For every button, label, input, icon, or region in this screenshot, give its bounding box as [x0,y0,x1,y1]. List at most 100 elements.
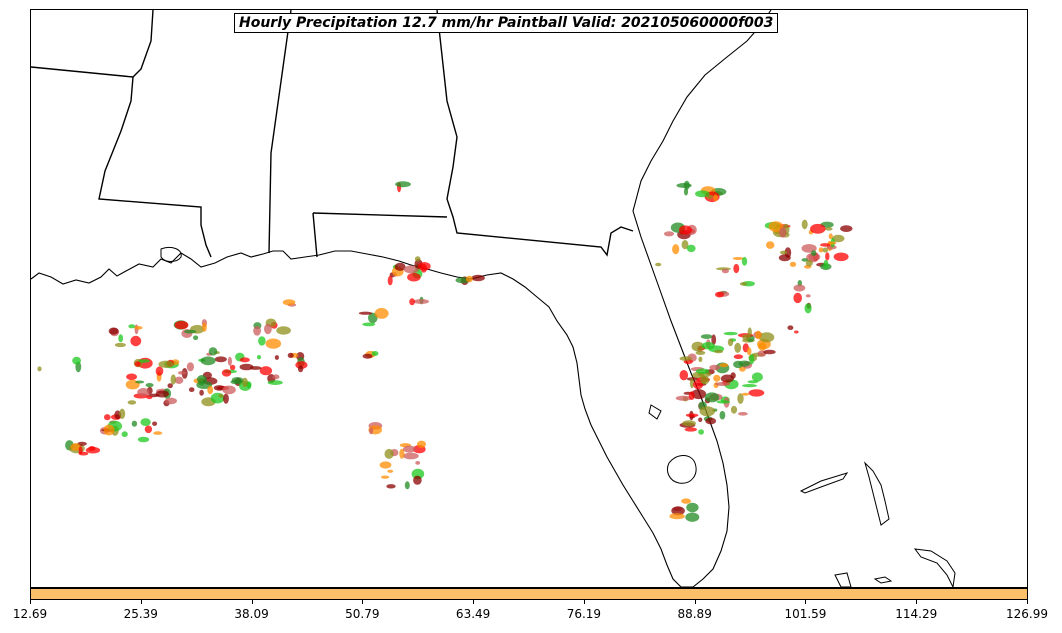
paintball-blob [805,259,813,267]
paintball-blob [691,341,704,352]
paintball-blob [413,475,422,485]
paintball-blob [825,227,833,231]
paintball-blob [696,368,710,374]
paintball-blob [223,393,229,404]
paintball-blob [681,240,689,250]
paintball-blob [362,353,373,359]
precip-paintballs [37,180,853,522]
colorbar-tick [1027,600,1028,604]
paintball-blob [804,303,812,314]
paintball-blob [146,395,153,400]
paintball-blob [130,335,142,347]
paintball-blob [239,357,250,363]
paintball-blob [801,219,808,230]
paintball-blob [727,338,734,347]
paintball-blob [265,338,282,349]
paintball-blob [135,380,145,384]
paintball-blob [208,347,218,356]
paintball-blob [199,389,204,396]
paintball-blob [679,356,692,361]
paintball-blob [691,389,707,400]
paintball-blob [374,308,389,319]
paintball-blob [221,369,232,377]
paintball-blob [828,233,833,240]
paintball-blob [471,274,485,282]
paintball-blob [114,342,126,348]
paintball-blob [787,325,794,331]
paintball-blob [682,420,696,427]
paintball-blob [793,292,802,304]
paintball-blob [698,356,703,363]
paintball-blob [766,241,775,249]
paintball-blob [811,250,817,256]
paintball-blob [669,513,685,520]
paintball-blob [465,275,473,283]
colorbar-tick [583,600,585,604]
paintball-blob [381,475,390,479]
map-canvas[interactable] [31,10,1028,588]
paintball-blob [387,275,393,286]
paintball-blob [779,227,787,238]
paintball-blob [793,284,806,292]
paintball-blob [414,256,421,262]
paintball-blob [714,349,724,354]
paintball-blob [695,350,706,355]
paintball-blob [686,244,696,253]
paintball-blob [258,336,266,346]
map-frame[interactable] [30,9,1028,588]
paintball-blob [417,262,431,271]
paintball-blob [196,381,213,389]
paintball-blob [733,263,740,274]
paintball-blob [778,254,791,262]
paintball-blob [741,392,750,396]
paintball-blob [655,262,662,267]
paintball-blob [164,397,177,405]
paintball-blob [104,414,111,421]
paintball-blob [663,231,675,237]
paintball-blob [685,512,700,522]
paintball-blob [822,247,829,253]
paintball-blob [738,360,751,367]
paintball-blob [415,461,421,465]
colorbar-tick [916,600,918,604]
map-title: Hourly Precipitation 12.7 mm/hr Paintbal… [234,13,779,33]
paintball-blob [362,322,376,327]
paintball-blob [810,223,826,234]
paintball-blob [701,342,715,350]
paintball-blob [72,356,81,365]
paintball-blob [833,252,849,262]
state-border [98,76,212,258]
paintball-blob [715,291,724,298]
paintball-blob [763,349,776,355]
lake-outline [648,404,662,420]
colorbar [30,588,1028,600]
gulf-coastline [31,10,772,587]
paintball-blob [407,272,421,282]
paintball-blob [689,378,694,389]
paintball-blob [144,425,153,434]
paintball-blob [739,282,748,286]
paintball-blob [681,498,692,504]
island-outline [873,576,893,584]
paintball-blob [186,362,194,372]
paintball-blob [699,406,716,417]
paintball-blob [758,332,775,343]
paintball-blob [249,366,262,370]
paintball-blob [719,363,729,368]
paintball-blob [184,329,197,334]
paintball-blob [155,390,169,398]
paintball-blob [174,376,184,384]
paintball-blob [358,311,373,315]
paintball-blob [820,243,831,247]
paintball-blob [134,361,141,367]
island-outline [666,455,697,484]
paintball-blob [732,257,744,260]
paintball-blob [103,424,115,436]
paintball-blob [679,370,689,381]
state-border [436,10,634,257]
paintball-blob [287,352,294,358]
paintball-blob [267,380,283,385]
paintball-blob [140,418,151,426]
paintball-blob [723,331,738,336]
paintball-blob [127,400,137,405]
